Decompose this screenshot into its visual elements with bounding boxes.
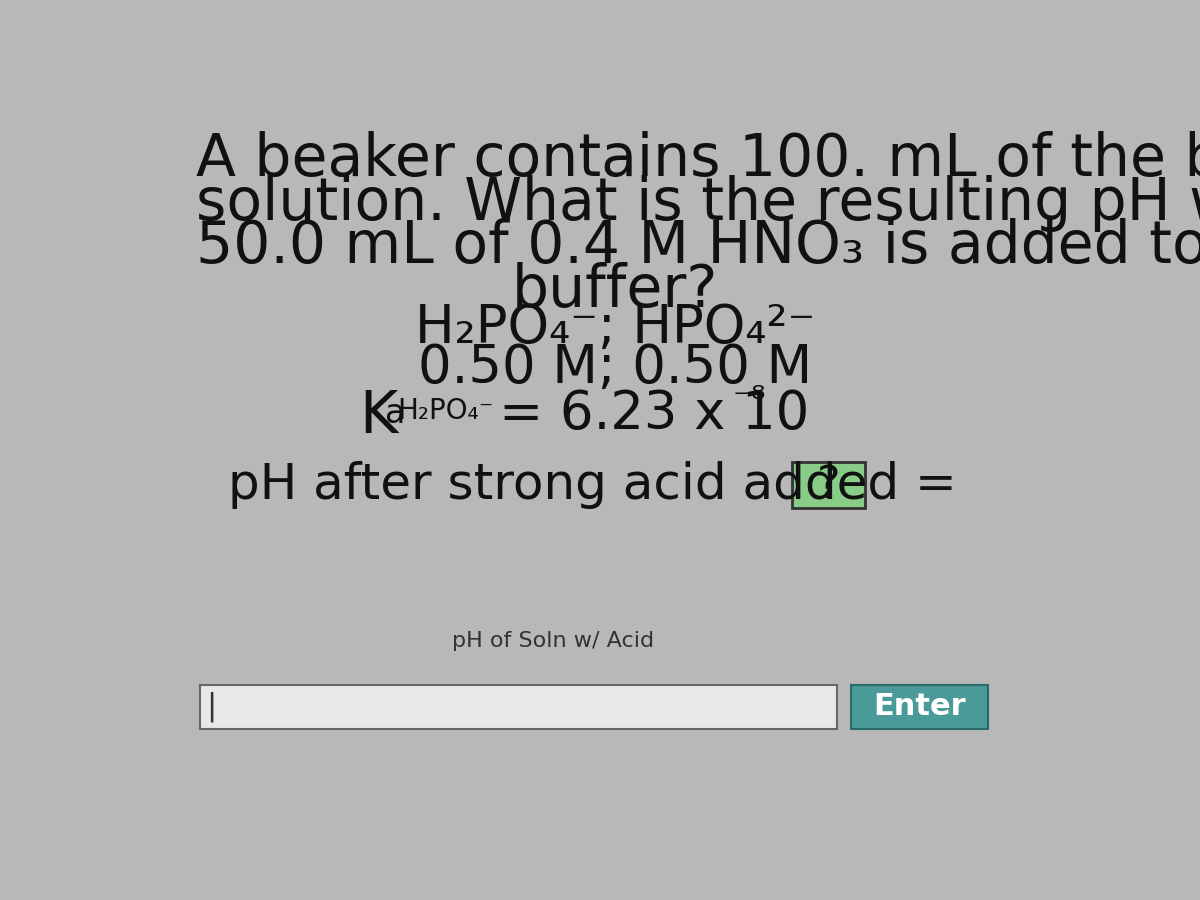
Text: buffer?: buffer?	[512, 262, 718, 320]
FancyBboxPatch shape	[851, 685, 988, 729]
Text: H₂PO₄⁻; HPO₄²⁻: H₂PO₄⁻; HPO₄²⁻	[415, 302, 815, 354]
FancyBboxPatch shape	[199, 685, 836, 729]
Text: pH after strong acid added =: pH after strong acid added =	[228, 462, 972, 509]
Text: = 6.23 x 10: = 6.23 x 10	[499, 388, 809, 440]
Text: solution. What is the resulting pH when: solution. What is the resulting pH when	[197, 175, 1200, 232]
Text: Enter: Enter	[872, 692, 966, 721]
Text: ?: ?	[816, 464, 840, 507]
Text: ⁻⁸: ⁻⁸	[733, 384, 767, 419]
Text: K: K	[359, 388, 397, 446]
Text: A beaker contains 100. mL of the buffer: A beaker contains 100. mL of the buffer	[197, 131, 1200, 188]
Text: pH of Soln w/ Acid: pH of Soln w/ Acid	[452, 631, 654, 651]
Text: 50.0 mL of 0.4 M HNO₃ is added to the: 50.0 mL of 0.4 M HNO₃ is added to the	[197, 219, 1200, 275]
Text: a: a	[385, 398, 406, 430]
FancyBboxPatch shape	[792, 462, 864, 508]
Text: H₂PO₄⁻: H₂PO₄⁻	[397, 398, 493, 426]
Text: 0.50 M; 0.50 M: 0.50 M; 0.50 M	[418, 342, 812, 394]
Text: |: |	[206, 691, 217, 722]
